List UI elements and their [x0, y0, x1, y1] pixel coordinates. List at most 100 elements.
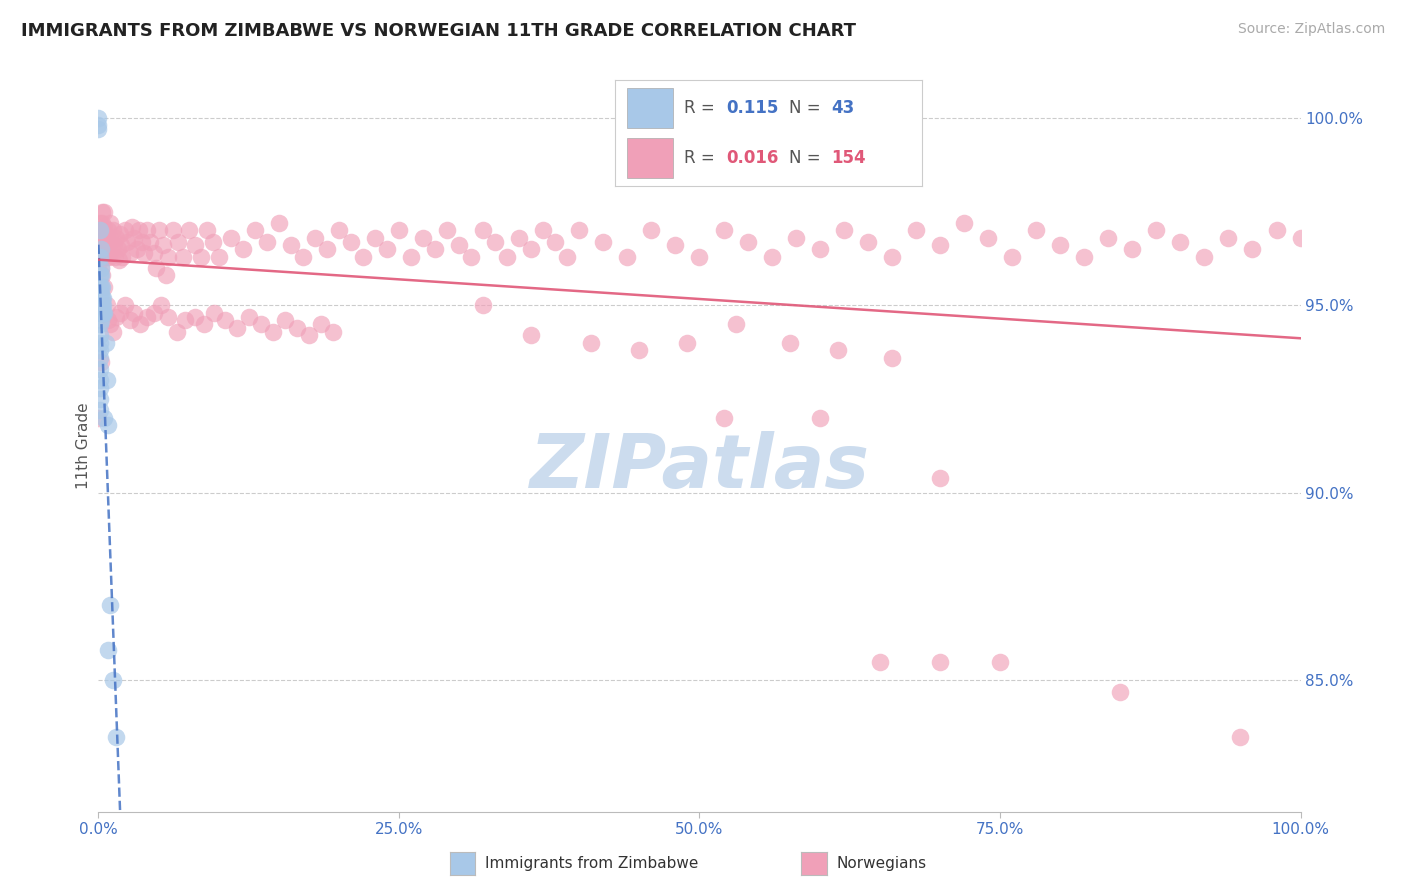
Point [928, 471, 950, 485]
Point [256, 235, 278, 249]
Point [423, 242, 446, 256]
Point [90, 268, 112, 283]
Text: N =: N = [789, 149, 827, 167]
Point [472, 298, 495, 312]
Point [779, 335, 801, 350]
Point [166, 325, 188, 339]
Point [676, 335, 699, 350]
Point [90, 354, 112, 368]
Point [1049, 238, 1071, 252]
Point [89, 231, 111, 245]
Point [118, 313, 141, 327]
Point [195, 223, 218, 237]
Text: R =: R = [683, 149, 720, 167]
Point [225, 321, 247, 335]
Point [111, 250, 134, 264]
Point [472, 223, 495, 237]
Point [177, 223, 200, 237]
Point [1194, 250, 1216, 264]
Point [96, 373, 118, 387]
Point [145, 260, 167, 275]
Point [90, 279, 112, 293]
Point [89, 362, 111, 376]
Point [214, 313, 236, 327]
Point [808, 410, 831, 425]
Point [89, 279, 111, 293]
Point [87, 118, 110, 132]
Point [91, 216, 114, 230]
Point [90, 242, 112, 256]
Point [101, 325, 124, 339]
Point [904, 223, 927, 237]
Point [988, 655, 1011, 669]
Point [827, 343, 849, 358]
Point [568, 223, 591, 237]
Point [508, 231, 530, 245]
Point [89, 328, 111, 343]
Point [91, 306, 114, 320]
Point [114, 223, 136, 237]
Point [89, 351, 111, 365]
Point [108, 227, 131, 241]
Point [90, 260, 112, 275]
Point [105, 231, 128, 245]
Point [162, 223, 184, 237]
Point [96, 250, 118, 264]
Point [856, 235, 879, 249]
Point [880, 250, 903, 264]
Point [93, 231, 115, 245]
Point [100, 242, 122, 256]
Text: N =: N = [789, 99, 827, 117]
Point [555, 250, 578, 264]
Point [100, 599, 122, 613]
Point [1073, 250, 1095, 264]
Point [298, 328, 321, 343]
Point [91, 279, 114, 293]
Point [91, 231, 114, 245]
Text: 0.115: 0.115 [725, 99, 779, 117]
Point [91, 306, 114, 320]
Point [89, 223, 111, 237]
Text: 154: 154 [831, 149, 866, 167]
Point [91, 238, 114, 252]
Point [87, 279, 110, 293]
Point [135, 223, 157, 237]
Point [484, 235, 506, 249]
Point [664, 238, 686, 252]
Point [90, 223, 112, 237]
Point [340, 235, 363, 249]
Point [291, 250, 314, 264]
Point [90, 298, 112, 312]
Point [460, 250, 482, 264]
Point [97, 223, 120, 237]
Text: Immigrants from Zimbabwe: Immigrants from Zimbabwe [485, 856, 699, 871]
Point [869, 655, 891, 669]
Point [238, 310, 260, 324]
Point [90, 242, 112, 256]
Point [977, 231, 1000, 245]
Point [388, 223, 411, 237]
Point [142, 245, 165, 260]
Point [101, 673, 124, 688]
Point [157, 250, 180, 264]
Point [1121, 242, 1143, 256]
Point [89, 392, 111, 406]
Point [713, 410, 735, 425]
Y-axis label: 11th Grade: 11th Grade [76, 402, 91, 490]
Point [1001, 250, 1024, 264]
Point [105, 310, 128, 324]
Point [108, 306, 131, 320]
Point [129, 317, 152, 331]
Point [928, 238, 950, 252]
Point [364, 231, 387, 245]
Point [87, 260, 110, 275]
Point [322, 325, 344, 339]
Text: 0.016: 0.016 [725, 149, 779, 167]
Point [1229, 730, 1251, 744]
Point [544, 235, 567, 249]
Point [94, 242, 117, 256]
Point [520, 328, 543, 343]
Point [132, 245, 155, 260]
Point [280, 238, 302, 252]
Point [399, 250, 422, 264]
